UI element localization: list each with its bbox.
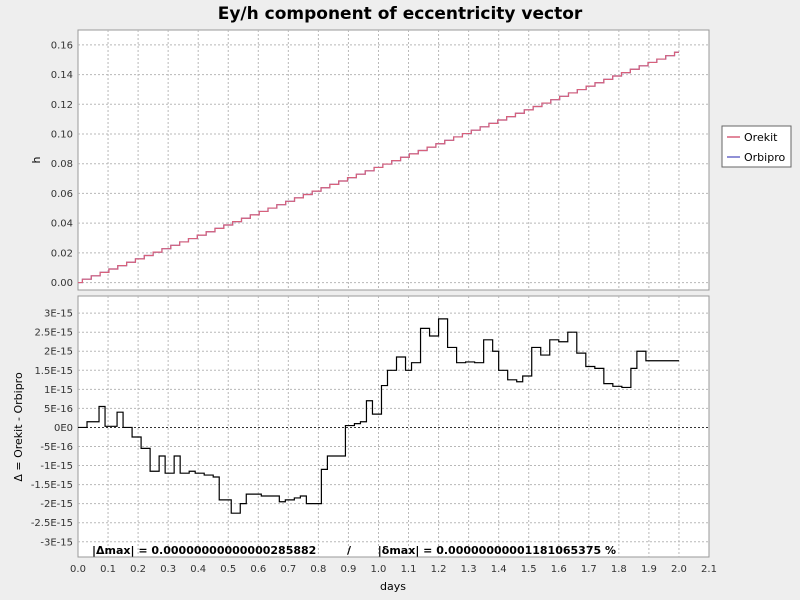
legend: Orekit Orbipro <box>721 125 792 168</box>
y-tick-label: -3E-15 <box>40 537 73 548</box>
y-tick-label: 5E-16 <box>44 404 73 415</box>
x-tick-label: 1.8 <box>611 564 627 575</box>
y-tick-label: 0.00 <box>51 278 73 289</box>
series-line-orekit <box>78 51 679 284</box>
bottom-series-line <box>78 318 679 514</box>
y-tick-label: 1.5E-15 <box>34 366 73 377</box>
top-y-tick-labels: 0.00 0.02 0.04 0.06 0.08 0.10 0.12 0.14 0.16 <box>51 40 73 289</box>
bottom-y-tick-labels: 3E-15 2.5E-15 2E-15 1.5E-15 1E-15 5E-16 0E0 -5E… <box>31 309 73 549</box>
x-tick-label: 0.2 <box>130 564 146 575</box>
top-y-axis-label: h <box>30 156 43 163</box>
y-tick-label: 2E-15 <box>44 347 73 358</box>
x-tick-label: 1.7 <box>581 564 597 575</box>
x-tick-label: 0.5 <box>220 564 236 575</box>
y-tick-label: 0.14 <box>51 70 73 81</box>
x-tick-labels: 0.0 0.1 0.2 0.3 0.4 0.5 0.6 0.7 0.8 0.9 1.0 1.1 1.2 1… <box>70 564 717 575</box>
x-tick-label: 0.4 <box>190 564 206 575</box>
top-series-lines <box>78 51 679 284</box>
y-tick-label: 0.02 <box>51 248 73 259</box>
x-tick-label: 1.2 <box>431 564 447 575</box>
x-tick-label: 1.4 <box>491 564 507 575</box>
y-tick-label: 2.5E-15 <box>34 328 73 339</box>
y-tick-label: -2E-15 <box>40 499 73 510</box>
top-plot-area <box>77 29 710 291</box>
y-tick-label: -1.5E-15 <box>31 480 73 491</box>
top-grid <box>78 30 709 290</box>
x-tick-label: 0.1 <box>100 564 116 575</box>
x-tick-label: 1.6 <box>551 564 567 575</box>
y-tick-label: 1E-15 <box>44 385 73 396</box>
legend-box <box>721 125 792 168</box>
x-tick-label: 1.9 <box>641 564 657 575</box>
x-tick-label: 0.6 <box>250 564 266 575</box>
chart-title: Ey/h component of eccentricity vector <box>218 4 583 24</box>
x-tick-label: 0.8 <box>310 564 326 575</box>
x-tick-label: 0.9 <box>340 564 356 575</box>
y-tick-label: 0.04 <box>51 219 73 230</box>
y-tick-label: 0.10 <box>51 130 73 141</box>
y-tick-label: -2.5E-15 <box>31 518 73 529</box>
y-tick-label: 0.08 <box>51 159 73 170</box>
y-tick-label: 0.12 <box>51 100 73 111</box>
x-axis-label: days <box>380 580 406 593</box>
x-tick-label: 1.0 <box>371 564 387 575</box>
y-tick-label: 0E0 <box>54 423 73 434</box>
bottom-plot-area <box>77 295 710 558</box>
legend-label-orbipro: Orbipro <box>744 151 785 164</box>
x-tick-label: 1.5 <box>521 564 537 575</box>
x-tick-label: 2.0 <box>671 564 687 575</box>
delta-annotation: |Δmax| = 0.00000000000000285882 / |δmax|… <box>92 544 616 557</box>
x-tick-label: 0.7 <box>280 564 296 575</box>
y-tick-label: 3E-15 <box>44 309 73 320</box>
top-panel: 0.00 0.02 0.04 0.06 0.08 0.10 0.12 0.14 0.16 h <box>30 29 710 291</box>
delta-series-line <box>78 318 679 514</box>
x-tick-label: 1.3 <box>461 564 477 575</box>
y-tick-label: 0.06 <box>51 189 73 200</box>
y-tick-label: 0.16 <box>51 40 73 51</box>
legend-label-orekit: Orekit <box>744 131 778 144</box>
y-tick-label: -1E-15 <box>40 461 73 472</box>
x-tick-label: 2.1 <box>701 564 717 575</box>
bottom-y-axis-label: Δ = Orekit - Orbipro <box>12 372 25 482</box>
x-tick-label: 0.3 <box>160 564 176 575</box>
y-tick-label: -5E-16 <box>40 442 73 453</box>
x-tick-label: 0.0 <box>70 564 86 575</box>
x-tick-label: 1.1 <box>401 564 417 575</box>
bottom-panel: 3E-15 2.5E-15 2E-15 1.5E-15 1E-15 5E-16 0E0 -5E… <box>12 295 710 558</box>
